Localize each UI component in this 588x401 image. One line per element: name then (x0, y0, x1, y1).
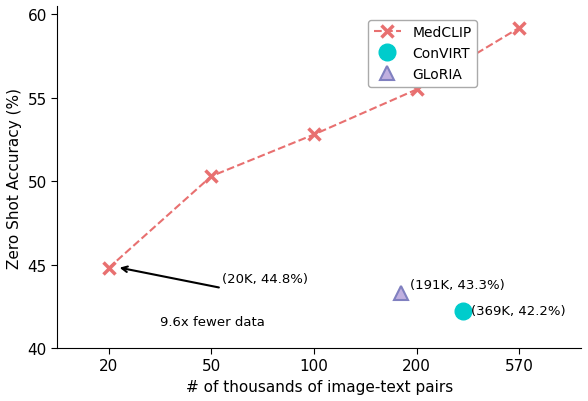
MedCLIP (516, 26, 523, 31)
MedCLIP (105, 266, 112, 271)
Text: (369K, 42.2%): (369K, 42.2%) (471, 304, 566, 317)
MedCLIP (208, 174, 215, 179)
Line: MedCLIP: MedCLIP (102, 22, 526, 275)
Y-axis label: Zero Shot Accuracy (%): Zero Shot Accuracy (%) (7, 87, 22, 268)
MedCLIP (310, 133, 318, 138)
Text: 9.6x fewer data: 9.6x fewer data (160, 315, 265, 328)
Text: (20K, 44.8%): (20K, 44.8%) (222, 272, 308, 285)
Text: (191K, 43.3%): (191K, 43.3%) (410, 278, 505, 291)
MedCLIP (413, 88, 420, 93)
Legend: MedCLIP, ConVIRT, GLoRIA: MedCLIP, ConVIRT, GLoRIA (368, 21, 477, 87)
X-axis label: # of thousands of image-text pairs: # of thousands of image-text pairs (186, 379, 453, 394)
